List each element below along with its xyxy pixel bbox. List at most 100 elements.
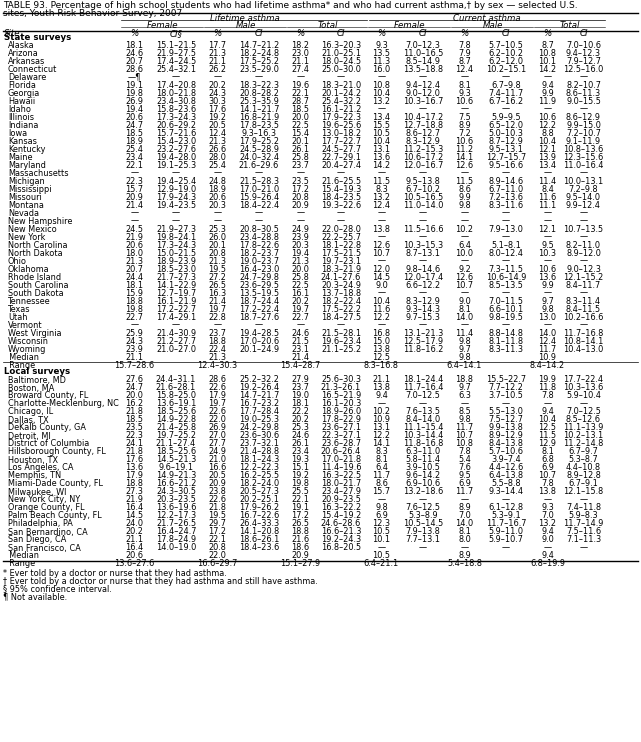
Text: 9.9: 9.9 <box>541 280 554 289</box>
Text: 11.7–16.8: 11.7–16.8 <box>563 329 604 338</box>
Text: 10.3–15.3: 10.3–15.3 <box>403 240 443 249</box>
Text: 19.3–22.6: 19.3–22.6 <box>321 200 361 209</box>
Text: 12.6: 12.6 <box>456 160 474 169</box>
Text: —: — <box>419 209 427 217</box>
Text: North Carolina: North Carolina <box>8 240 67 249</box>
Text: 7.7–13.1: 7.7–13.1 <box>406 536 440 545</box>
Text: 20.7: 20.7 <box>126 56 144 65</box>
Text: —: — <box>378 232 386 241</box>
Text: 9.4: 9.4 <box>375 392 388 401</box>
Text: 8.4–14.2: 8.4–14.2 <box>530 361 565 370</box>
Text: 6.7–9.1: 6.7–9.1 <box>569 479 599 488</box>
Text: TABLE 93. Percentage of high school students who had lifetime asthma* and who ha: TABLE 93. Percentage of high school stud… <box>3 1 578 10</box>
Text: 15.4–19.2: 15.4–19.2 <box>321 511 361 520</box>
Text: —: — <box>378 209 386 217</box>
Text: 10.8: 10.8 <box>372 80 390 90</box>
Text: 8.0: 8.0 <box>458 536 471 545</box>
Text: —: — <box>460 289 469 298</box>
Text: 24.6–28.6: 24.6–28.6 <box>321 519 361 528</box>
Text: 21.5–28.1: 21.5–28.1 <box>321 329 361 338</box>
Text: 19.4–28.5: 19.4–28.5 <box>239 329 279 338</box>
Text: —: — <box>502 232 510 241</box>
Text: —: — <box>460 168 469 177</box>
Text: 18.4–27.5: 18.4–27.5 <box>321 312 361 321</box>
Text: Boston, MA: Boston, MA <box>8 384 54 393</box>
Text: 13.0: 13.0 <box>538 312 556 321</box>
Text: 12.1: 12.1 <box>538 145 556 154</box>
Text: 10.9: 10.9 <box>538 352 556 361</box>
Text: 20.3: 20.3 <box>292 240 310 249</box>
Text: —: — <box>502 209 510 217</box>
Text: 10.6: 10.6 <box>456 96 474 105</box>
Text: 12.9: 12.9 <box>538 439 556 448</box>
Text: —: — <box>337 168 345 177</box>
Text: 16.3–20.3: 16.3–20.3 <box>321 41 361 50</box>
Text: 5.4–18.8: 5.4–18.8 <box>447 559 482 568</box>
Text: 6.7–9.7: 6.7–9.7 <box>569 447 599 456</box>
Text: 27.2: 27.2 <box>208 272 226 281</box>
Text: 5.9–10.7: 5.9–10.7 <box>488 536 524 545</box>
Text: —: — <box>502 289 510 298</box>
Text: 8.6: 8.6 <box>375 479 388 488</box>
Text: —: — <box>296 209 304 217</box>
Text: 15.8–25.0: 15.8–25.0 <box>156 392 196 401</box>
Text: 7.9–13.0: 7.9–13.0 <box>488 225 524 234</box>
Text: 9.3–14.3: 9.3–14.3 <box>406 304 440 314</box>
Text: 10.2: 10.2 <box>456 225 474 234</box>
Text: 22.4: 22.4 <box>208 344 226 353</box>
Text: 14.1–21.7: 14.1–21.7 <box>239 105 279 114</box>
Text: 17.5–22.2: 17.5–22.2 <box>321 304 361 314</box>
Text: 23.6–28.7: 23.6–28.7 <box>321 439 361 448</box>
Text: 18.5: 18.5 <box>292 105 310 114</box>
Text: 8.9–14.6: 8.9–14.6 <box>488 177 524 186</box>
Text: 10.4: 10.4 <box>372 88 390 97</box>
Text: 18.5–25.6: 18.5–25.6 <box>156 447 196 456</box>
Text: Michigan: Michigan <box>8 177 45 186</box>
Text: 10.6–17.2: 10.6–17.2 <box>403 153 443 162</box>
Text: 7.9–12.7: 7.9–12.7 <box>566 56 601 65</box>
Text: 20.9: 20.9 <box>292 551 310 560</box>
Text: 6.6–12.2: 6.6–12.2 <box>406 280 440 289</box>
Text: 20.6: 20.6 <box>126 113 144 122</box>
Text: 21.7–27.3: 21.7–27.3 <box>156 272 196 281</box>
Text: Vermont: Vermont <box>8 321 42 329</box>
Text: %: % <box>544 29 552 38</box>
Text: 16.1–21.2: 16.1–21.2 <box>320 105 361 114</box>
Text: 25.2–32.2: 25.2–32.2 <box>239 375 279 384</box>
Text: 19.3: 19.3 <box>292 456 310 464</box>
Text: 15.4–23.0: 15.4–23.0 <box>156 137 196 145</box>
Text: 10.0: 10.0 <box>456 249 474 257</box>
Text: —: — <box>130 217 138 226</box>
Text: Memphis, TN: Memphis, TN <box>8 471 61 481</box>
Text: CI: CI <box>337 29 345 38</box>
Text: 8.9: 8.9 <box>458 551 471 560</box>
Text: 13.9: 13.9 <box>538 153 556 162</box>
Text: 11.2: 11.2 <box>456 145 474 154</box>
Text: 22.6: 22.6 <box>208 496 226 505</box>
Text: 14.0–19.0: 14.0–19.0 <box>156 543 196 553</box>
Text: 15.9–26.4: 15.9–26.4 <box>239 192 279 202</box>
Text: 17.8–22.6: 17.8–22.6 <box>239 240 279 249</box>
Text: 13.0–18.2: 13.0–18.2 <box>321 128 361 137</box>
Text: 7.0–12.5: 7.0–12.5 <box>566 407 601 416</box>
Text: 19.2: 19.2 <box>208 113 226 122</box>
Text: 16.1–20.3: 16.1–20.3 <box>321 399 361 409</box>
Text: Female: Female <box>147 21 178 30</box>
Text: 11.5: 11.5 <box>456 177 474 186</box>
Text: 9.9–12.4: 9.9–12.4 <box>566 200 601 209</box>
Text: West Virginia: West Virginia <box>8 329 62 338</box>
Text: —: — <box>460 543 469 553</box>
Text: —: — <box>255 168 263 177</box>
Text: 12.4: 12.4 <box>456 65 474 73</box>
Text: 16.2: 16.2 <box>126 399 144 409</box>
Text: 15.0–21.5: 15.0–21.5 <box>156 249 196 257</box>
Text: 5.9–11.0: 5.9–11.0 <box>488 528 524 536</box>
Text: —: — <box>419 543 427 553</box>
Text: 20.8: 20.8 <box>292 192 310 202</box>
Text: —: — <box>460 321 469 329</box>
Text: 8.7: 8.7 <box>541 41 554 50</box>
Text: 10.5: 10.5 <box>372 528 390 536</box>
Text: 10.7: 10.7 <box>456 432 474 441</box>
Text: 12.6: 12.6 <box>372 240 390 249</box>
Text: 20.2: 20.2 <box>208 80 226 90</box>
